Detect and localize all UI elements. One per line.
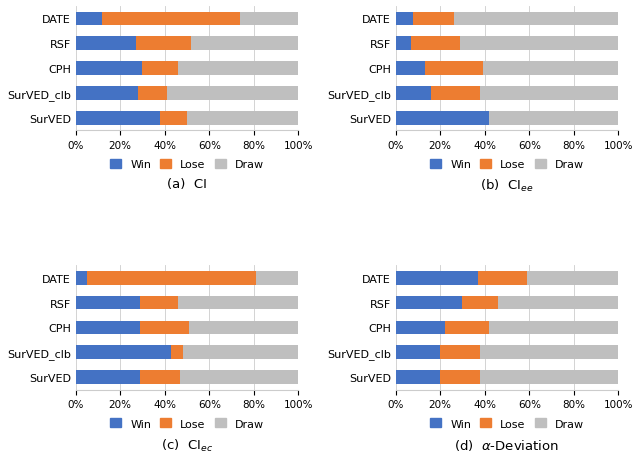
Bar bbox=[76, 87, 138, 100]
Bar bbox=[191, 37, 298, 51]
Bar bbox=[182, 346, 298, 359]
Bar bbox=[463, 296, 498, 310]
Bar bbox=[143, 62, 178, 76]
Bar bbox=[396, 296, 463, 310]
Bar bbox=[167, 87, 298, 100]
Bar bbox=[396, 321, 445, 335]
Bar bbox=[76, 12, 102, 26]
Bar bbox=[187, 112, 298, 125]
Bar bbox=[76, 37, 136, 51]
Bar bbox=[102, 12, 241, 26]
Bar bbox=[431, 87, 480, 100]
Bar bbox=[76, 370, 140, 384]
Bar bbox=[480, 346, 618, 359]
Bar bbox=[160, 112, 187, 125]
Bar bbox=[478, 271, 527, 285]
Bar bbox=[256, 271, 298, 285]
Bar bbox=[396, 112, 489, 125]
Legend: Win, Lose, Draw: Win, Lose, Draw bbox=[106, 414, 268, 433]
Bar bbox=[136, 37, 191, 51]
Bar bbox=[172, 346, 182, 359]
Legend: Win, Lose, Draw: Win, Lose, Draw bbox=[426, 155, 588, 174]
Bar bbox=[396, 370, 440, 384]
Bar bbox=[189, 321, 298, 335]
Bar bbox=[413, 12, 454, 26]
Text: (a)  CI: (a) CI bbox=[167, 178, 207, 191]
Bar bbox=[76, 62, 143, 76]
Bar bbox=[480, 370, 618, 384]
Bar bbox=[76, 321, 140, 335]
Bar bbox=[498, 296, 618, 310]
Bar bbox=[140, 321, 189, 335]
Bar bbox=[87, 271, 256, 285]
Bar bbox=[396, 271, 478, 285]
Bar bbox=[140, 370, 180, 384]
Bar bbox=[489, 112, 618, 125]
Legend: Win, Lose, Draw: Win, Lose, Draw bbox=[106, 155, 268, 174]
Bar bbox=[440, 346, 480, 359]
Bar bbox=[396, 37, 412, 51]
Bar bbox=[483, 62, 618, 76]
Text: (c)  CI$_{ec}$: (c) CI$_{ec}$ bbox=[161, 437, 213, 453]
Bar bbox=[480, 87, 618, 100]
Bar bbox=[138, 87, 167, 100]
Text: (d)  $\alpha$-Deviation: (d) $\alpha$-Deviation bbox=[454, 437, 559, 452]
Bar bbox=[460, 37, 618, 51]
Bar bbox=[489, 321, 618, 335]
Bar bbox=[76, 271, 87, 285]
Bar bbox=[396, 62, 424, 76]
Bar bbox=[180, 370, 298, 384]
Legend: Win, Lose, Draw: Win, Lose, Draw bbox=[426, 414, 588, 433]
Bar bbox=[396, 346, 440, 359]
Text: (b)  CI$_{ee}$: (b) CI$_{ee}$ bbox=[480, 178, 534, 194]
Bar bbox=[440, 370, 480, 384]
Bar bbox=[396, 12, 413, 26]
Bar bbox=[76, 296, 140, 310]
Bar bbox=[140, 296, 178, 310]
Bar bbox=[445, 321, 489, 335]
Bar bbox=[76, 112, 160, 125]
Bar bbox=[454, 12, 618, 26]
Bar bbox=[241, 12, 298, 26]
Bar bbox=[412, 37, 460, 51]
Bar bbox=[424, 62, 483, 76]
Bar bbox=[76, 346, 172, 359]
Bar bbox=[527, 271, 618, 285]
Bar bbox=[178, 296, 298, 310]
Bar bbox=[178, 62, 298, 76]
Bar bbox=[396, 87, 431, 100]
